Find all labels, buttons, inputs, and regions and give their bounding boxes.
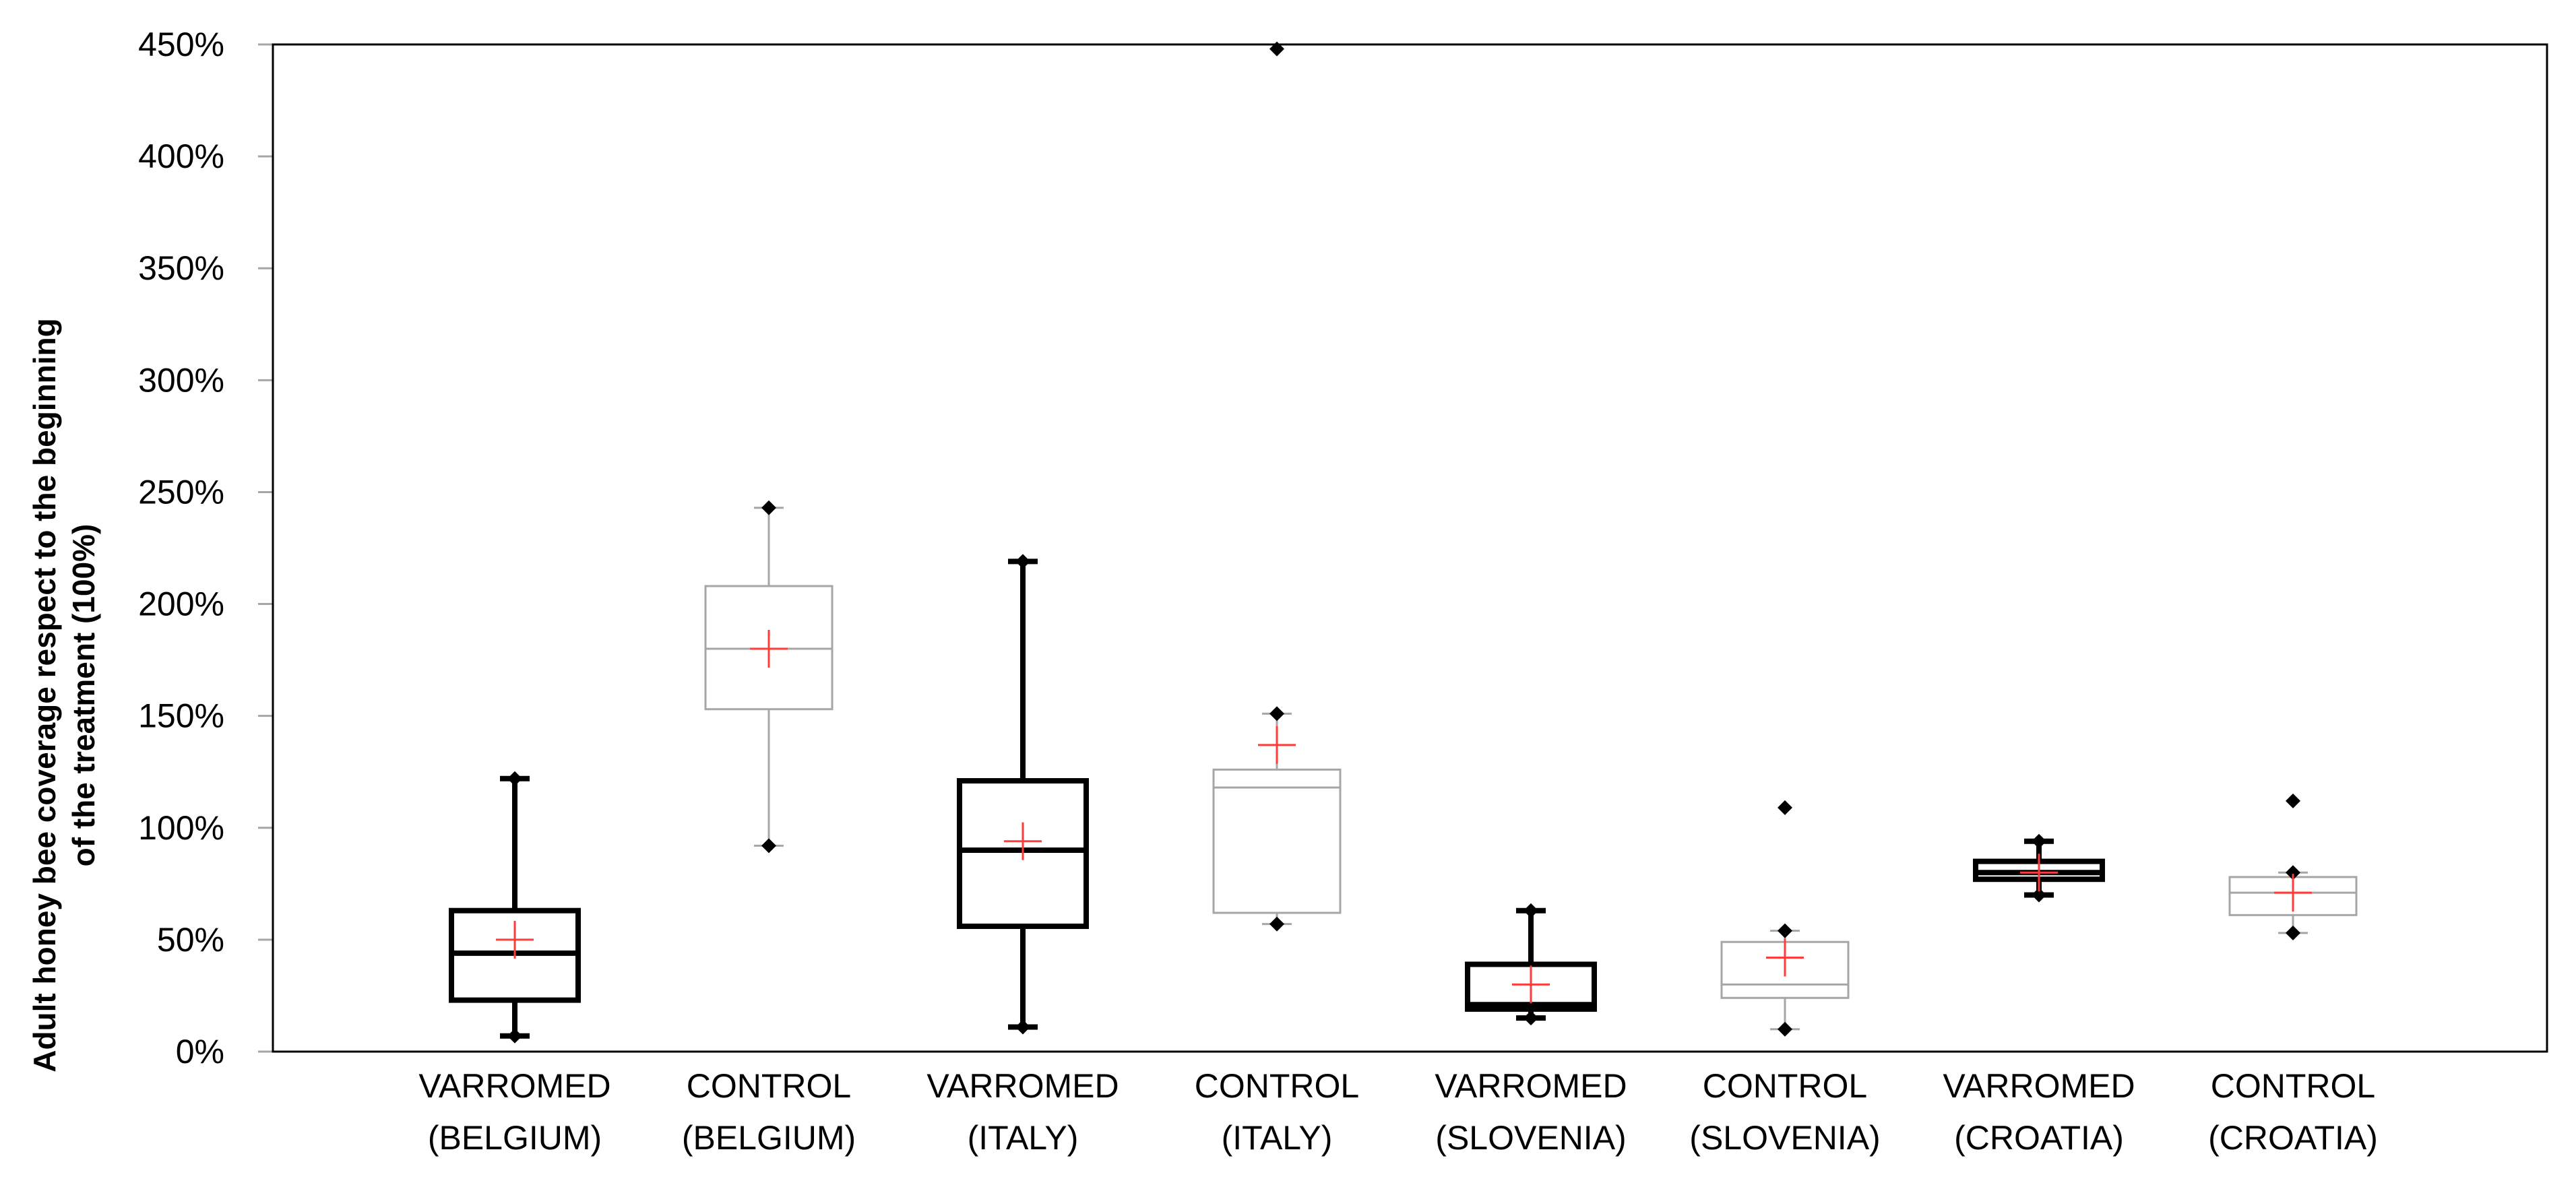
min-marker <box>1015 1019 1030 1035</box>
y-tick-label: 450% <box>138 26 224 63</box>
box-control-slovenia <box>1720 800 1850 1037</box>
min-marker <box>1523 1011 1538 1026</box>
max-marker <box>1015 554 1030 569</box>
y-axis-ticks: 0% 50% 100% 150% 200% 250% 300% 350% 400% 450% <box>138 26 273 1070</box>
box-varromed-belgium <box>449 771 581 1044</box>
x-category-label: CONTROL <box>2211 1067 2375 1105</box>
box-control-belgium <box>704 500 834 854</box>
iqr-box <box>1212 768 1342 914</box>
y-tick-label: 350% <box>138 249 224 287</box>
max-marker <box>1778 923 1792 938</box>
box-varromed-italy <box>957 554 1089 1035</box>
min-marker <box>507 1028 522 1044</box>
outlier-marker <box>2286 793 2300 808</box>
y-tick-label: 150% <box>138 697 224 735</box>
max-marker <box>507 771 522 786</box>
x-category-label: (CROATIA) <box>2208 1119 2378 1157</box>
x-category-label: (SLOVENIA) <box>1689 1119 1880 1157</box>
x-axis-category-labels: VARROMED (BELGIUM) CONTROL (BELGIUM) VARROME… <box>418 1067 2378 1157</box>
y-tick-label: 400% <box>138 137 224 175</box>
x-category-label: CONTROL <box>1703 1067 1867 1105</box>
y-tick-label: 250% <box>138 473 224 511</box>
x-category-label: (CROATIA) <box>1954 1119 2124 1157</box>
x-category-label: CONTROL <box>687 1067 851 1105</box>
box-varromed-croatia <box>1973 833 2105 903</box>
x-category-label: VARROMED <box>1943 1067 2135 1105</box>
y-tick-label: 0% <box>176 1033 224 1070</box>
outlier-marker <box>1778 800 1792 815</box>
x-category-label: (BELGIUM) <box>428 1119 602 1157</box>
max-marker <box>761 500 776 515</box>
y-tick-label: 300% <box>138 361 224 399</box>
x-category-label: (ITALY) <box>968 1119 1079 1157</box>
x-category-label: (ITALY) <box>1222 1119 1333 1157</box>
plot-area-frame <box>272 43 2548 1053</box>
x-category-label: CONTROL <box>1195 1067 1359 1105</box>
y-axis-label-line-2: of the treatment (100%) <box>66 524 101 867</box>
box-control-croatia <box>2228 793 2358 940</box>
max-marker <box>2286 865 2300 880</box>
y-axis-label-line-1: Adult honey bee coverage respect to the … <box>27 318 62 1072</box>
y-tick-label: 200% <box>138 585 224 623</box>
y-tick-label: 100% <box>138 809 224 847</box>
x-category-label: VARROMED <box>418 1067 610 1105</box>
max-marker <box>1269 706 1284 722</box>
boxes <box>449 41 2358 1044</box>
min-marker <box>1269 916 1284 932</box>
y-tick-label: 50% <box>157 921 224 959</box>
x-category-label: VARROMED <box>926 1067 1119 1105</box>
box-control-italy <box>1212 41 1342 932</box>
min-marker <box>2032 887 2046 903</box>
min-marker <box>1778 1021 1792 1037</box>
max-marker <box>1523 903 1538 918</box>
y-axis-label: Adult honey bee coverage respect to the … <box>27 318 101 1072</box>
x-category-label: VARROMED <box>1435 1067 1627 1105</box>
x-category-label: (BELGIUM) <box>682 1119 856 1157</box>
min-marker <box>2286 925 2300 940</box>
box-varromed-slovenia <box>1465 903 1597 1026</box>
x-category-label: (SLOVENIA) <box>1435 1119 1626 1157</box>
min-marker <box>761 838 776 854</box>
max-marker <box>2032 833 2046 849</box>
